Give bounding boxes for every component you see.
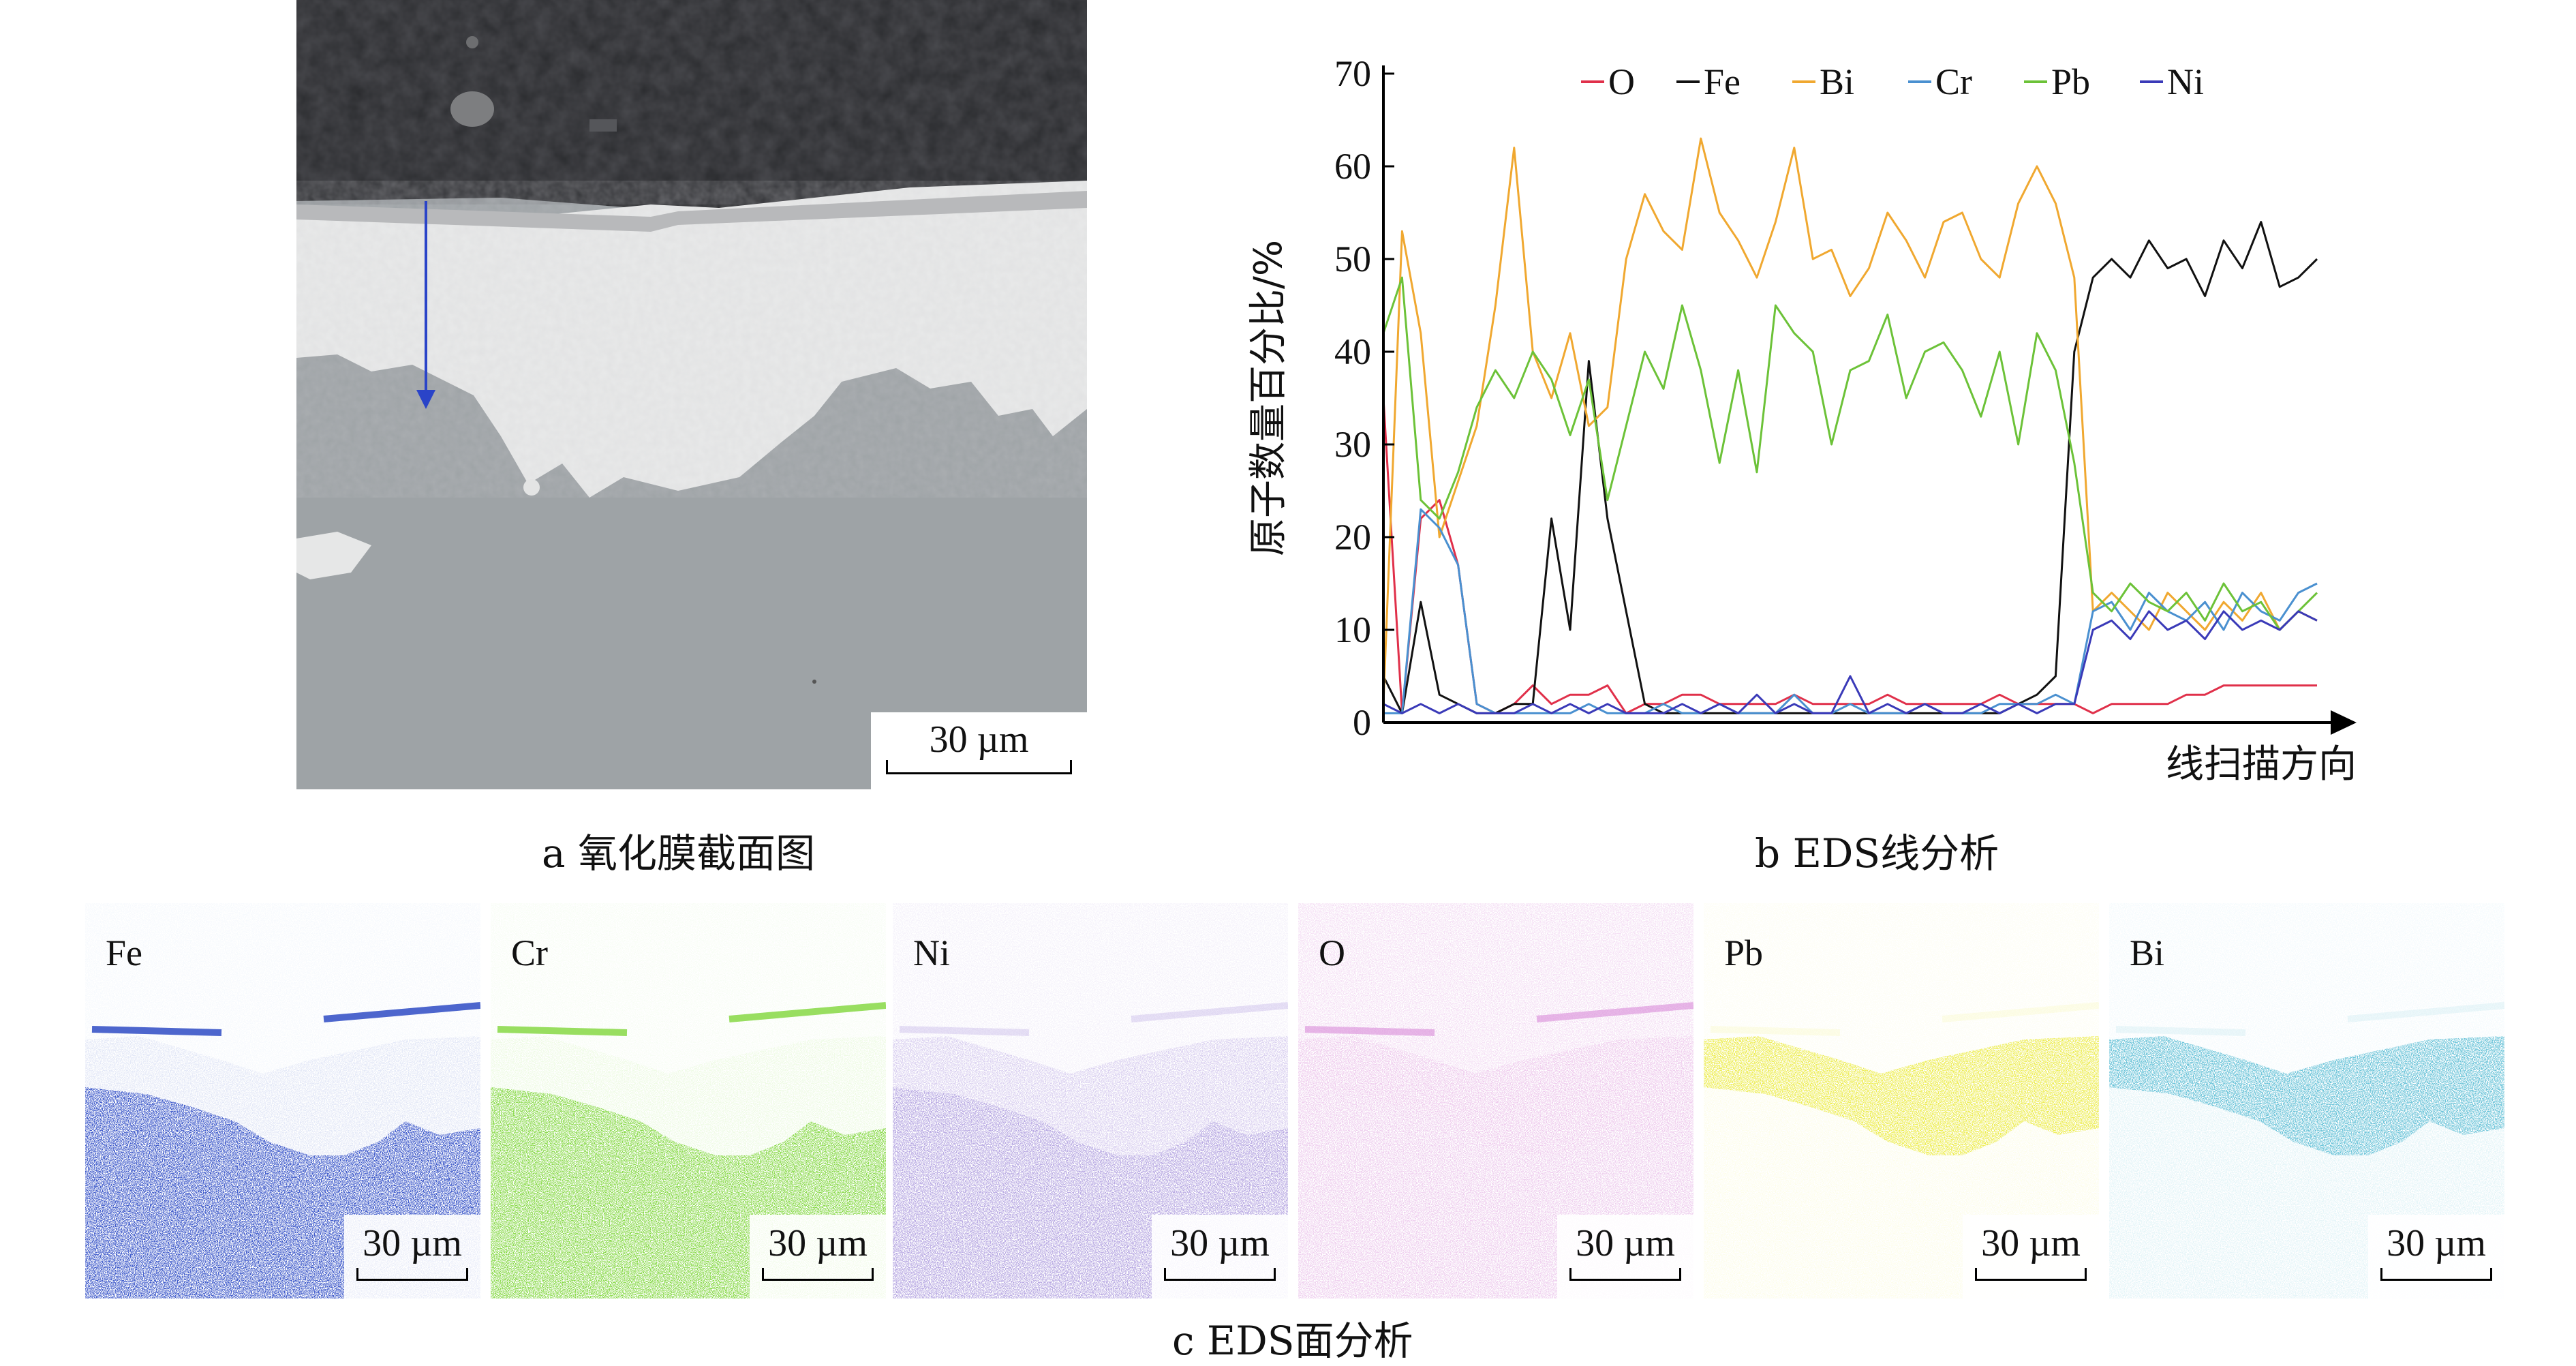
eds-map-ni: Ni 30 µm: [893, 903, 1288, 1299]
sem-cross-section-image: 30 µm: [296, 0, 1087, 789]
eds-map-cr: Cr 30 µm: [491, 903, 886, 1299]
scale-bar-line: [356, 1268, 468, 1281]
legend-label: Pb: [2051, 61, 2090, 102]
eds-map-element-label: Cr: [511, 932, 548, 973]
scale-bar: 30 µm: [2368, 1215, 2504, 1299]
scale-bar-line: [1164, 1268, 1276, 1281]
y-tick-label: 70: [1334, 53, 1371, 94]
scale-bar-label: 30 µm: [929, 718, 1029, 761]
scale-bar-line: [1569, 1268, 1681, 1281]
y-tick-label: 30: [1334, 424, 1371, 465]
scale-bar-line: [762, 1268, 874, 1281]
scale-bar-label: 30 µm: [768, 1222, 868, 1264]
scale-bar-label: 30 µm: [1981, 1222, 2081, 1264]
legend-label: Bi: [1820, 61, 1854, 102]
legend-label: Ni: [2167, 61, 2204, 102]
series-line-bi: [1382, 137, 2318, 704]
series-line-ni: [1383, 610, 2318, 714]
legend-label: Fe: [1704, 61, 1741, 102]
y-tick-label: 10: [1334, 609, 1371, 650]
eds-map-fe: Fe 30 µm: [85, 903, 480, 1299]
scale-bar-label: 30 µm: [1170, 1222, 1270, 1264]
legend-label: O: [1608, 61, 1635, 102]
series-line-fe: [1382, 221, 2318, 714]
y-axis-label: 原子数量百分比/%: [1246, 240, 1291, 556]
y-tick-label: 50: [1334, 239, 1371, 279]
legend-label: Cr: [1935, 61, 1972, 102]
eds-map-element-label: Ni: [913, 932, 950, 973]
scale-bar: 30 µm: [750, 1215, 886, 1299]
series-line-o: [1382, 397, 2317, 714]
panel-c-caption: c EDS面分析: [1172, 1318, 1413, 1364]
scale-bar-label: 30 µm: [363, 1222, 462, 1264]
scale-bar: 30 µm: [1963, 1215, 2099, 1299]
eds-map-element-label: Fe: [106, 932, 142, 973]
eds-map-pb: Pb 30 µm: [1704, 903, 2099, 1299]
eds-map-element-label: O: [1319, 932, 1345, 973]
eds-map-o: O 30 µm: [1298, 903, 1693, 1299]
scale-bar-label: 30 µm: [1576, 1222, 1675, 1264]
eds-line-chart: 0 10 20 30 40 50 60 70 原子数量百分比/% 线扫描方向 O Fe Bi Cr Pb N…: [1246, 53, 2357, 787]
scale-bar-label: 30 µm: [2387, 1222, 2486, 1264]
panel-a-caption: a 氧化膜截面图: [542, 830, 816, 877]
scale-bar-line: [2380, 1268, 2492, 1281]
y-tick-label: 0: [1353, 702, 1371, 743]
panel-b-caption: b EDS线分析: [1755, 830, 1999, 877]
x-axis-label: 线扫描方向: [2166, 742, 2357, 787]
scale-bar: 30 µm: [871, 712, 1087, 789]
scale-bar-line: [886, 760, 1072, 774]
scale-bar-line: [1975, 1268, 2087, 1281]
eds-map-element-label: Pb: [1724, 932, 1764, 973]
series-line-cr: [1383, 508, 2318, 714]
scale-bar: 30 µm: [344, 1215, 480, 1299]
y-tick-label: 40: [1334, 331, 1371, 372]
eds-map-bi: Bi 30 µm: [2109, 903, 2504, 1299]
eds-map-element-label: Bi: [2130, 932, 2165, 973]
sem-micrograph: [296, 0, 1087, 789]
y-tick-label: 20: [1334, 517, 1371, 558]
y-tick-label: 60: [1334, 146, 1371, 187]
series-line-pb: [1382, 276, 2318, 631]
scale-bar: 30 µm: [1152, 1215, 1288, 1299]
scale-bar: 30 µm: [1557, 1215, 1693, 1299]
x-axis-arrow: [2331, 710, 2357, 735]
